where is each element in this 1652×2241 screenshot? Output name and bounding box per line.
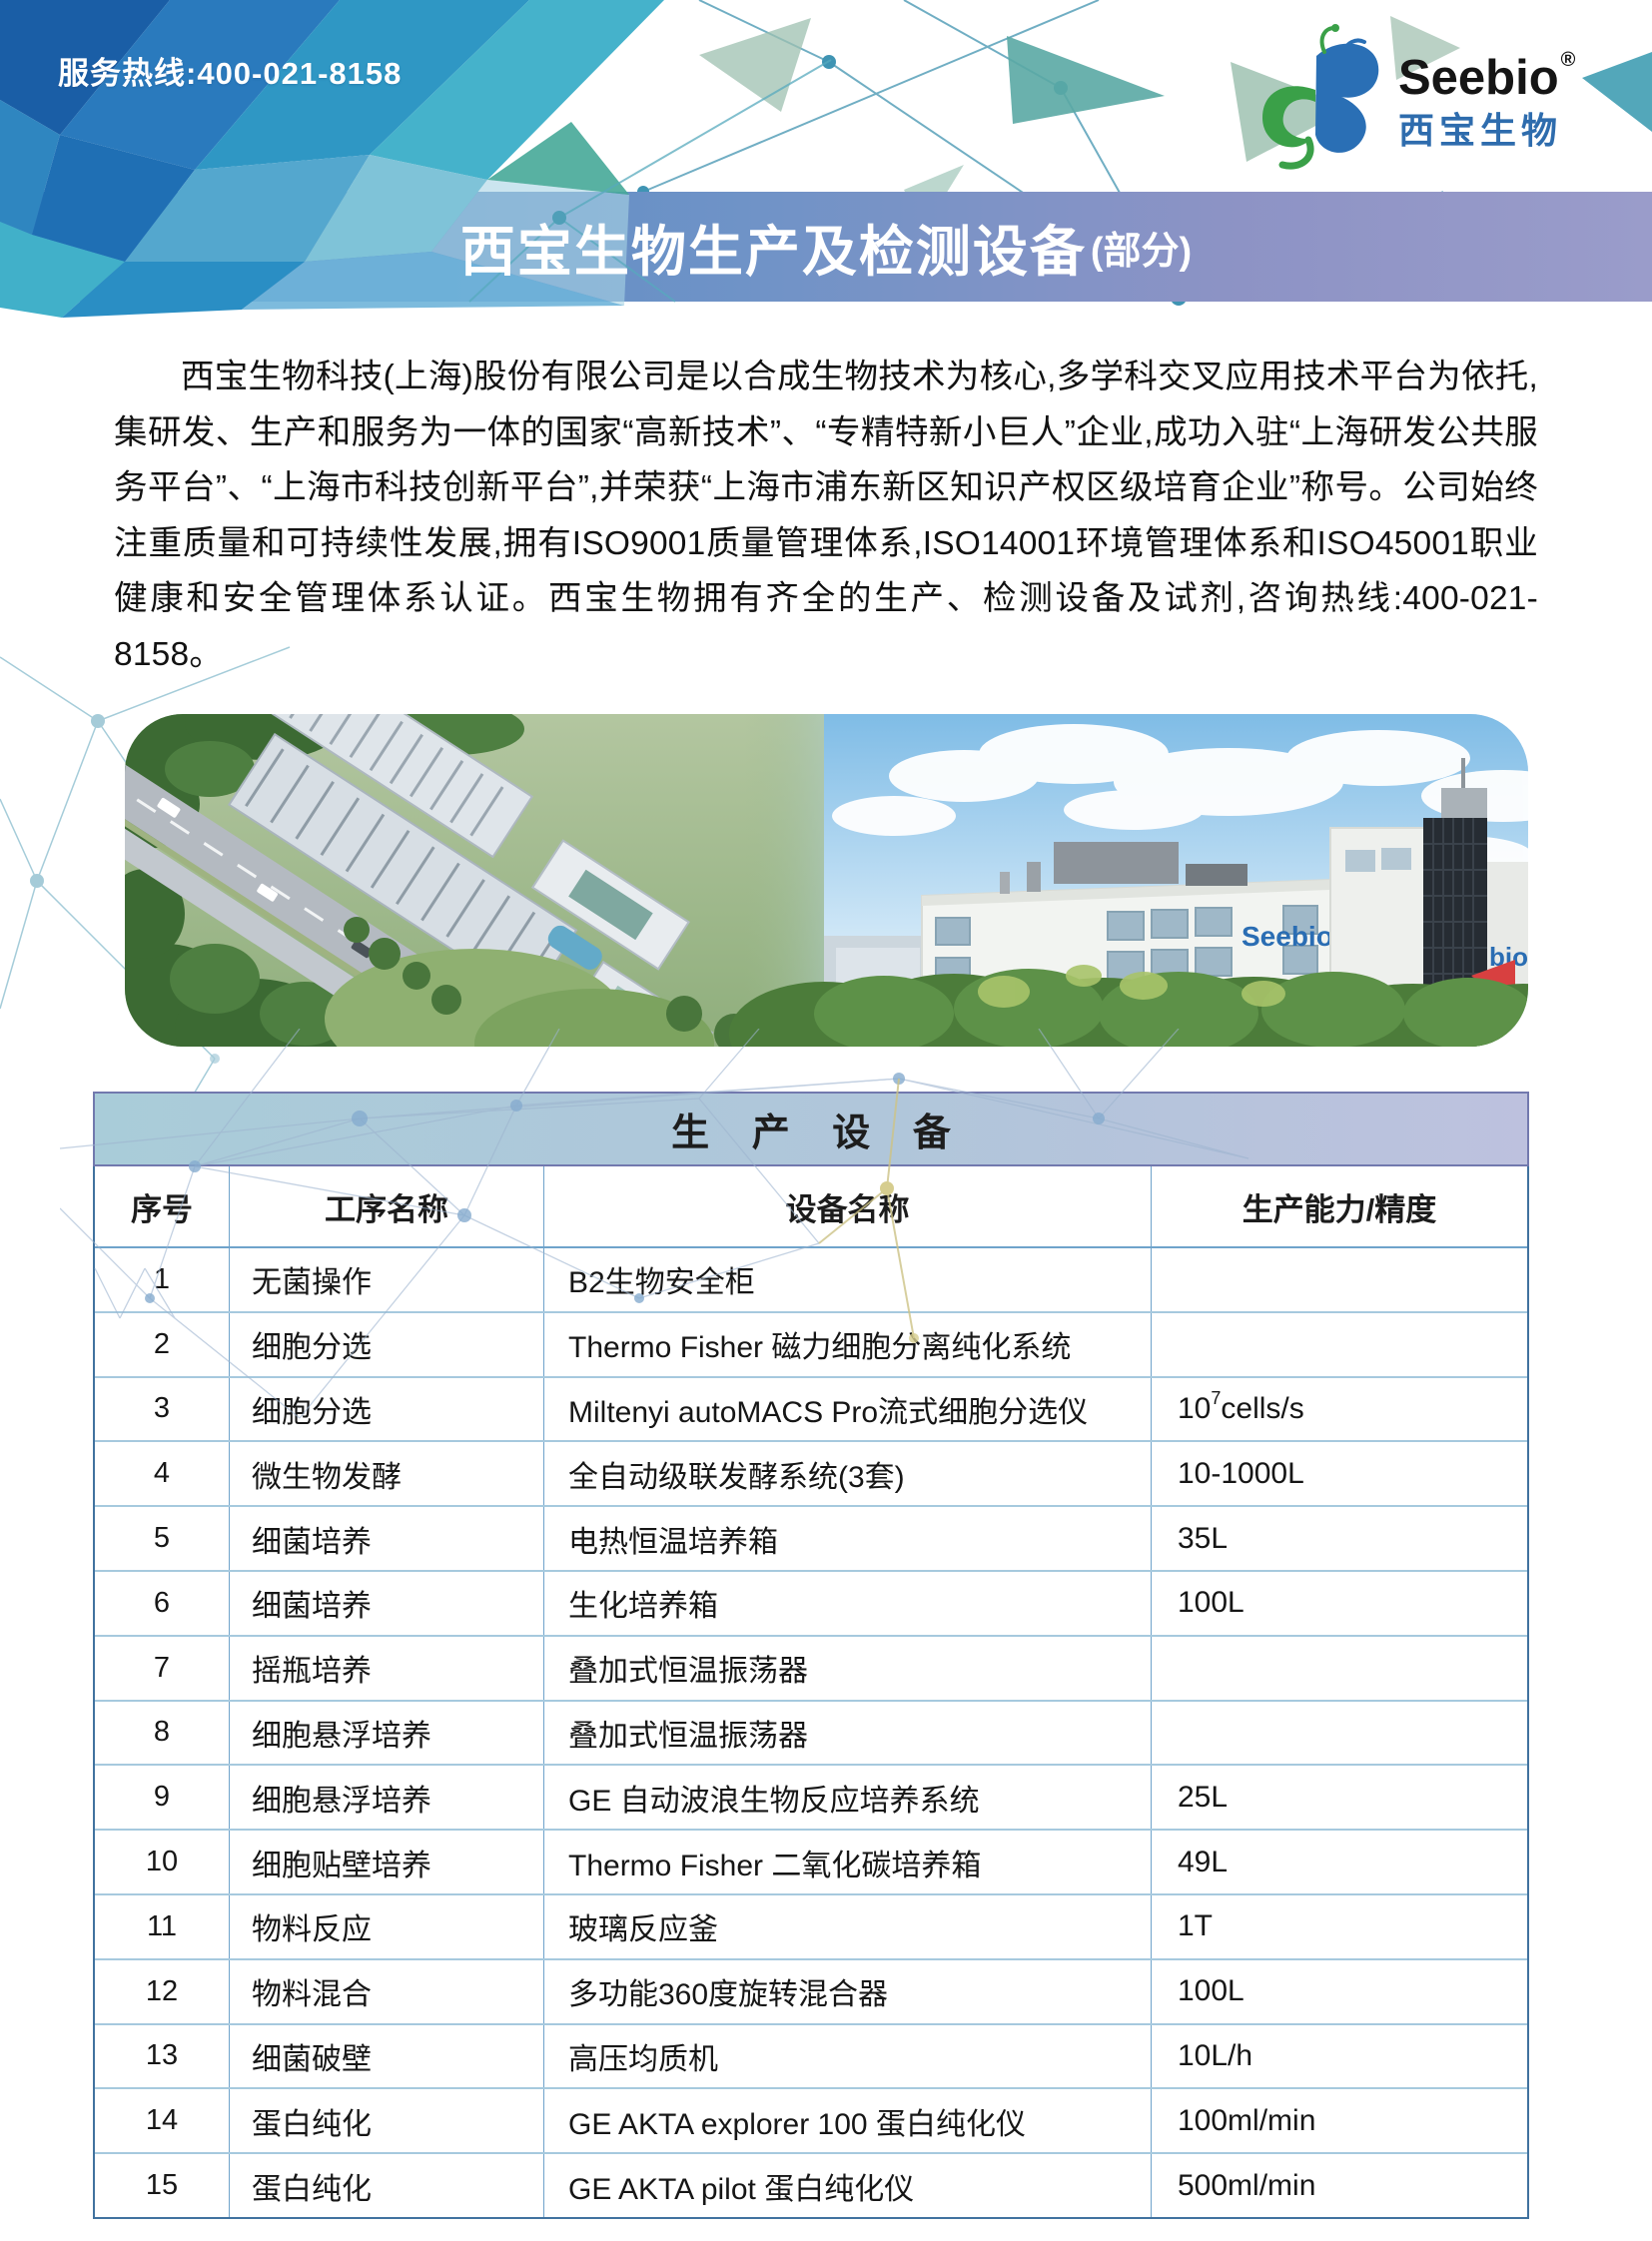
row-number: 8 (95, 1701, 230, 1765)
table-row: 15 蛋白纯化 GE AKTA pilot 蛋白纯化仪 500ml/min (95, 2154, 1527, 2217)
capacity-value: 49L (1178, 1845, 1229, 1878)
row-number: 6 (95, 1571, 230, 1635)
process-name: 蛋白纯化 (230, 2089, 544, 2153)
process-name: 物料反应 (230, 1894, 544, 1958)
table-row: 10 细胞贴壁培养 Thermo Fisher 二氧化碳培养箱 49L (95, 1831, 1527, 1895)
equipment-name: Miltenyi autoMACS Pro流式细胞分选仪 (544, 1377, 1152, 1441)
table-row: 12 物料混合 多功能360度旋转混合器 100L (95, 1959, 1527, 2025)
table-row: 8 细胞悬浮培养 叠加式恒温振荡器 (95, 1701, 1527, 1767)
table-row: 9 细胞悬浮培养 GE 自动波浪生物反应培养系统 25L (95, 1766, 1527, 1832)
table-body: 1 无菌操作 B2生物安全柜 2 细胞分选 Thermo Fisher 磁力细胞分离纯化系… (95, 1248, 1527, 2217)
row-number: 11 (95, 1894, 230, 1958)
capacity-value: 10L/h (1178, 2038, 1253, 2072)
row-number: 10 (95, 1831, 230, 1893)
process-name: 细菌培养 (230, 1571, 544, 1635)
equipment-name: Thermo Fisher 二氧化碳培养箱 (544, 1831, 1152, 1893)
table-row: 1 无菌操作 B2生物安全柜 (95, 1248, 1527, 1313)
page-title-main: 西宝生物生产及检测设备 (459, 221, 1087, 283)
row-number: 13 (95, 2024, 230, 2088)
header-序号: 序号 (95, 1166, 230, 1246)
page-title: 西宝生物生产及检测设备 (部分) (0, 192, 1652, 302)
production-equipment-table: 生 产 设 备 序号 工序名称 设备名称 生产能力/精度 1 无菌操作 B2生物安全… (93, 1092, 1529, 2219)
process-name: 无菌操作 (230, 1248, 544, 1311)
service-hotline: 服务热线:400-021-8158 (58, 56, 403, 91)
logo-brand-chinese: 西宝生物 (1398, 110, 1563, 151)
equipment-name: Thermo Fisher 磁力细胞分离纯化系统 (544, 1312, 1152, 1376)
table-row: 7 摇瓶培养 叠加式恒温振荡器 (95, 1636, 1527, 1702)
seebio-butterfly-logo-icon (1262, 24, 1379, 170)
page-title-suffix: (部分) (1090, 230, 1193, 273)
header-工序名称: 工序名称 (230, 1166, 544, 1246)
capacity-value (1152, 1248, 1527, 1311)
equipment-name: GE 自动波浪生物反应培养系统 (544, 1766, 1152, 1830)
process-name: 细菌破壁 (230, 2024, 544, 2088)
table-row: 6 细菌培养 生化培养箱 100L (95, 1571, 1527, 1637)
logo-text-block: Seebio ® 西宝生物 (1398, 50, 1575, 149)
capacity-value (1152, 1637, 1527, 1700)
equipment-name: 多功能360度旋转混合器 (544, 1959, 1152, 2023)
row-number: 7 (95, 1636, 230, 1700)
process-name: 物料混合 (230, 1959, 544, 2023)
row-number: 5 (95, 1507, 230, 1570)
equipment-name: GE AKTA explorer 100 蛋白纯化仪 (544, 2089, 1152, 2153)
equipment-name: 叠加式恒温振荡器 (544, 1701, 1152, 1765)
row-number: 4 (95, 1442, 230, 1506)
equipment-name: 生化培养箱 (544, 1571, 1152, 1635)
equipment-name: B2生物安全柜 (544, 1248, 1152, 1311)
table-title: 生 产 设 备 (93, 1092, 1529, 1166)
campus-photo: Seebio bio (125, 714, 1528, 1047)
process-name: 微生物发酵 (230, 1442, 544, 1506)
equipment-name: 高压均质机 (544, 2024, 1152, 2088)
table-row: 13 细菌破壁 高压均质机 10L/h (95, 2024, 1527, 2090)
header-生产能力精度: 生产能力/精度 (1241, 1191, 1437, 1227)
capacity-value (1152, 1702, 1527, 1765)
process-name: 细胞分选 (230, 1312, 544, 1376)
capacity-value: 35L (1178, 1521, 1229, 1555)
row-number: 9 (95, 1766, 230, 1830)
process-name: 细胞悬浮培养 (230, 1701, 544, 1765)
capacity-value (1152, 1313, 1527, 1376)
building-sign-text: Seebio (1241, 921, 1333, 952)
row-number: 2 (95, 1312, 230, 1376)
equipment-name: 叠加式恒温振荡器 (544, 1636, 1152, 1700)
capacity-value: 25L (1178, 1780, 1229, 1814)
capacity-value: 500ml/min (1178, 2168, 1316, 2202)
company-intro-paragraph: 西宝生物科技(上海)股份有限公司是以合成生物技术为核心,多学科交叉应用技术平台为… (114, 359, 1538, 673)
equipment-name: GE AKTA pilot 蛋白纯化仪 (544, 2154, 1152, 2217)
capacity-value: 100L (1178, 1974, 1244, 2008)
process-name: 蛋白纯化 (230, 2154, 544, 2217)
process-name: 细菌培养 (230, 1507, 544, 1570)
process-name: 摇瓶培养 (230, 1636, 544, 1700)
capacity-value: 100ml/min (1178, 2103, 1316, 2137)
row-number: 12 (95, 1959, 230, 2023)
table-header-row: 序号 工序名称 设备名称 生产能力/精度 (95, 1166, 1527, 1248)
registered-mark-icon: ® (1560, 49, 1576, 71)
capacity-value: 100L (1178, 1586, 1244, 1620)
equipment-name: 电热恒温培养箱 (544, 1507, 1152, 1570)
table-row: 5 细菌培养 电热恒温培养箱 35L (95, 1507, 1527, 1572)
equipment-name: 全自动级联发酵系统(3套) (544, 1442, 1152, 1506)
capacity-value: 1T (1178, 1909, 1214, 1943)
process-name: 细胞贴壁培养 (230, 1831, 544, 1893)
equipment-name: 玻璃反应釜 (544, 1894, 1152, 1958)
process-name: 细胞分选 (230, 1377, 544, 1441)
table-row: 2 细胞分选 Thermo Fisher 磁力细胞分离纯化系统 (95, 1312, 1527, 1378)
table-row: 14 蛋白纯化 GE AKTA explorer 100 蛋白纯化仪 100ml/mi… (95, 2089, 1527, 2155)
header-设备名称: 设备名称 (544, 1166, 1152, 1246)
process-name: 细胞悬浮培养 (230, 1766, 544, 1830)
row-number: 3 (95, 1377, 230, 1441)
capacity-value: 10 7 cells/s (1178, 1387, 1304, 1425)
row-number: 15 (95, 2154, 230, 2217)
table-row: 3 细胞分选 Miltenyi autoMACS Pro流式细胞分选仪 10 7 cell… (95, 1377, 1527, 1443)
table-grid: 序号 工序名称 设备名称 生产能力/精度 1 无菌操作 B2生物安全柜 2 细胞分选 Th… (93, 1166, 1529, 2219)
table-row: 11 物料反应 玻璃反应釜 1T (95, 1894, 1527, 1960)
row-number: 14 (95, 2089, 230, 2153)
row-number: 1 (95, 1248, 230, 1311)
logo-brand-name: Seebio (1398, 51, 1559, 105)
table-row: 4 微生物发酵 全自动级联发酵系统(3套) 10-1000L (95, 1442, 1527, 1508)
capacity-value: 10-1000L (1178, 1456, 1304, 1490)
